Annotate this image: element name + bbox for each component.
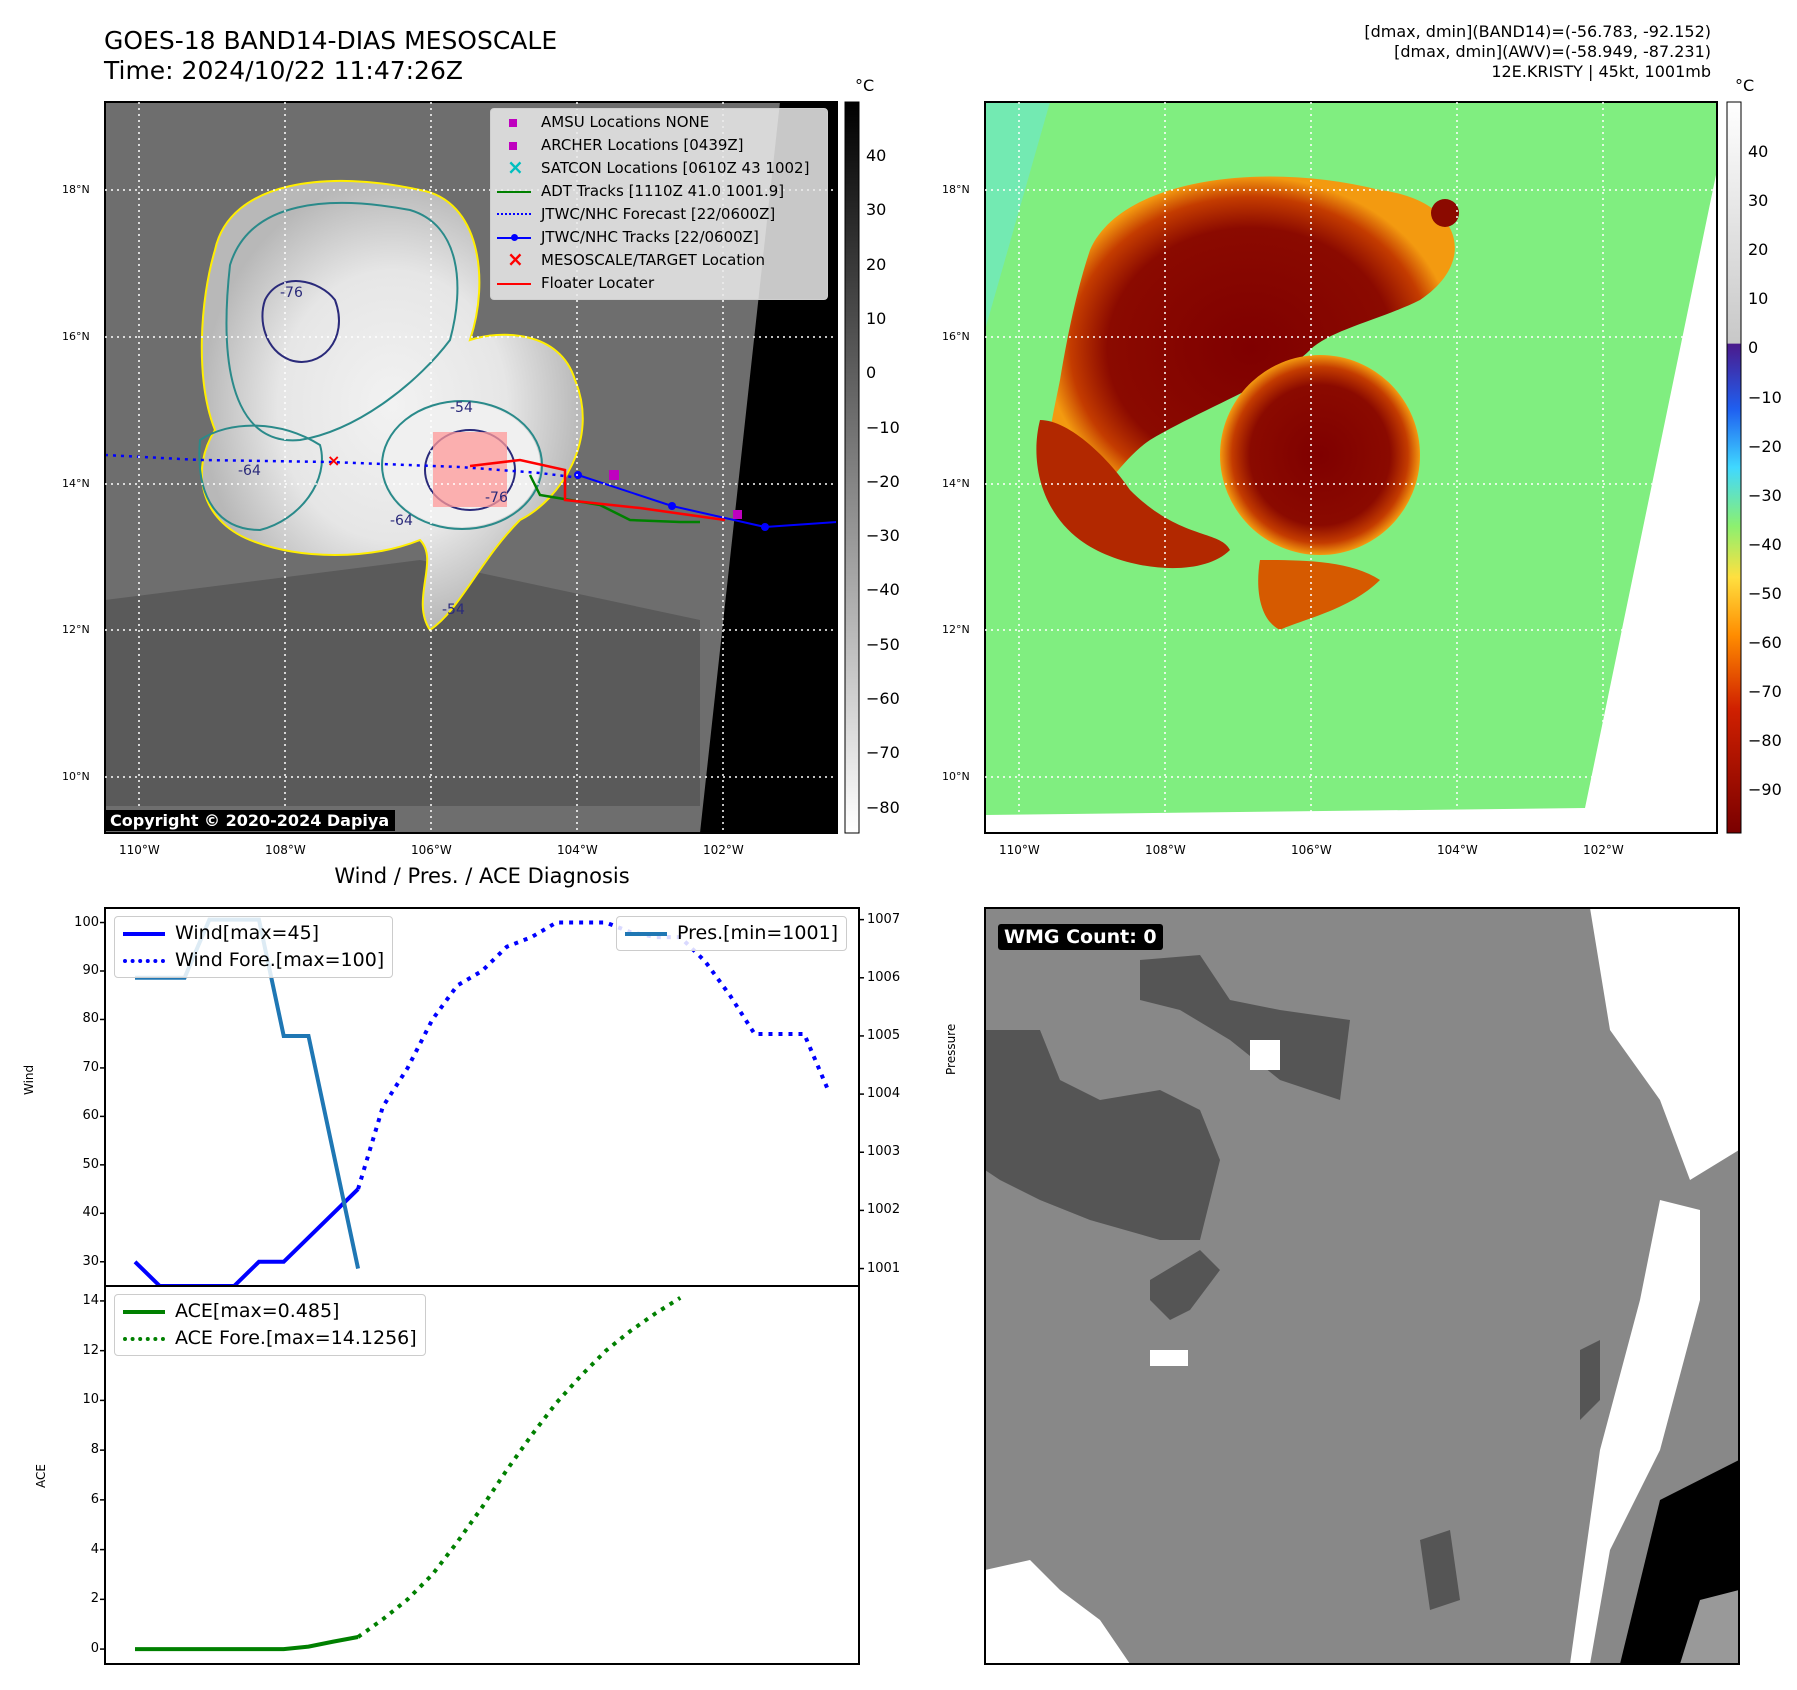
series-line bbox=[135, 1635, 359, 1652]
ir-imagery: × bbox=[105, 102, 837, 833]
ir-colorbar bbox=[844, 101, 860, 834]
storm-info: [dmax, dmin](BAND14)=(-56.783, -92.152)[… bbox=[1364, 22, 1711, 82]
figure-title: GOES-18 BAND14-DIAS MESOSCALE Time: 2024/… bbox=[104, 26, 557, 86]
svg-text:×: × bbox=[327, 451, 340, 470]
wmg-axes-frame bbox=[984, 907, 1740, 1665]
awv-axes-frame bbox=[984, 101, 1718, 834]
title-line-2: Time: 2024/10/22 11:47:26Z bbox=[104, 56, 463, 85]
wmg-imagery bbox=[985, 908, 1739, 1664]
ace-chart bbox=[100, 1285, 860, 1665]
ir-axes-frame bbox=[104, 101, 838, 834]
awv-colorbar bbox=[1726, 101, 1742, 834]
chart-frame bbox=[104, 1285, 860, 1665]
info-line-3: 12E.KRISTY | 45kt, 1001mb bbox=[1491, 62, 1711, 81]
series-line bbox=[356, 920, 831, 1190]
wind-chart bbox=[100, 907, 864, 1288]
info-line-2: [dmax, dmin](AWV)=(-58.949, -87.231) bbox=[1394, 42, 1711, 61]
awv-gridlines bbox=[985, 102, 1717, 833]
title-line-1: GOES-18 BAND14-DIAS MESOSCALE bbox=[104, 26, 558, 55]
chart-frame bbox=[104, 907, 860, 1287]
info-line-1: [dmax, dmin](BAND14)=(-56.783, -92.152) bbox=[1364, 22, 1711, 41]
awv-imagery bbox=[985, 102, 1717, 833]
